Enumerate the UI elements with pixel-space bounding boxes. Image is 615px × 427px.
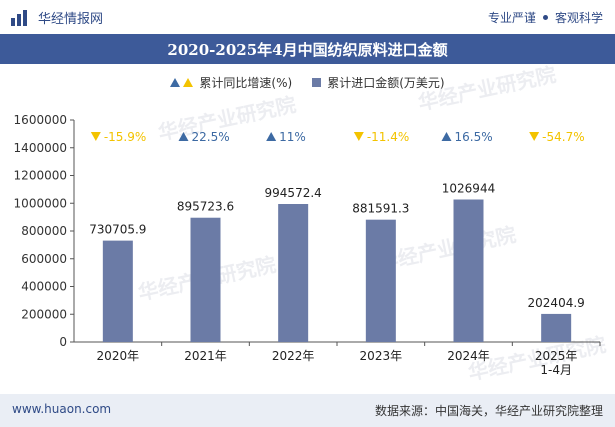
y-tick-label: 400000	[21, 280, 67, 294]
x-tick-label: 2020年	[97, 349, 140, 363]
bar	[365, 219, 396, 342]
footer-source: 数据来源：中国海关，华经产业研究院整理	[374, 404, 603, 418]
growth-down-triangle-icon	[90, 132, 101, 141]
bar-value-label: 1026944	[442, 182, 495, 196]
y-tick-label: 1200000	[14, 169, 67, 183]
footer-website[interactable]: www.huaon.com	[12, 402, 112, 416]
growth-rate-label: 11%	[279, 130, 306, 144]
growth-down-triangle-icon	[353, 132, 364, 141]
x-tick-label: 2024年	[447, 349, 490, 363]
y-tick-label: 1000000	[14, 196, 67, 210]
y-tick-label: 1600000	[14, 113, 67, 127]
bar	[190, 217, 221, 342]
bar-value-label: 881591.3	[352, 202, 409, 216]
title-bar: 2020-2025年4月中国纺织原料进口金额	[0, 34, 615, 64]
chart-title: 2020-2025年4月中国纺织原料进口金额	[167, 40, 448, 59]
legend-amount-label: 累计进口金额(万美元)	[327, 76, 445, 90]
y-tick-label: 200000	[21, 307, 67, 321]
legend-growth-label: 累计同比增速(%)	[199, 76, 293, 90]
bar	[541, 313, 572, 342]
bar-value-label: 895723.6	[177, 200, 234, 214]
growth-up-triangle-icon	[266, 132, 277, 141]
bar-value-label: 730705.9	[89, 223, 146, 237]
y-tick-label: 1400000	[14, 141, 67, 155]
legend-growth: 累计同比增速(%)	[170, 74, 292, 91]
growth-rate-label: 22.5%	[192, 130, 230, 144]
growth-up-triangle-icon	[178, 132, 189, 141]
legend-amount: 累计进口金额(万美元)	[312, 74, 445, 91]
y-tick-label: 800000	[21, 224, 67, 238]
legend-up-triangle-icon	[170, 78, 181, 87]
growth-up-triangle-icon	[441, 132, 452, 141]
bar	[102, 240, 133, 342]
growth-rate-label: -11.4%	[367, 130, 409, 144]
bar-value-label: 202404.9	[528, 296, 585, 310]
logo: 华经情报网	[10, 8, 103, 27]
footer: www.huaon.com 数据来源：中国海关，华经产业研究院整理	[0, 394, 615, 427]
x-tick-label: 1-4月	[540, 363, 572, 377]
bar-value-label: 994572.4	[265, 186, 322, 200]
y-tick-label: 0	[59, 335, 67, 349]
slogan-left: 专业严谨	[487, 11, 536, 25]
slogan: 专业严谨 客观科学	[488, 9, 603, 26]
bar	[278, 204, 309, 342]
watermark-text: 华经产业研究院	[416, 62, 558, 115]
x-tick-label: 2022年	[272, 349, 315, 363]
growth-rate-label: -15.9%	[104, 130, 146, 144]
growth-rate-label: 16.5%	[455, 130, 493, 144]
x-tick-label: 2025年	[535, 349, 578, 363]
top-bar: 华经情报网 专业严谨 客观科学	[0, 0, 615, 34]
growth-down-triangle-icon	[529, 132, 540, 141]
bar	[453, 199, 484, 342]
growth-rate-label: -54.7%	[542, 130, 584, 144]
slogan-dot	[542, 15, 548, 20]
x-tick-label: 2023年	[360, 349, 403, 363]
legend: 累计同比增速(%) 累计进口金额(万美元)	[0, 74, 615, 91]
legend-bar-swatch	[312, 78, 322, 87]
slogan-right: 客观科学	[554, 11, 603, 25]
x-tick-label: 2021年	[184, 349, 227, 363]
logo-text: 华经情报网	[38, 12, 104, 27]
watermark-text: 华经产业研究院	[376, 222, 518, 275]
y-tick-label: 600000	[21, 252, 67, 266]
logo-icon	[11, 9, 27, 26]
legend-down-triangle-icon	[183, 78, 194, 87]
